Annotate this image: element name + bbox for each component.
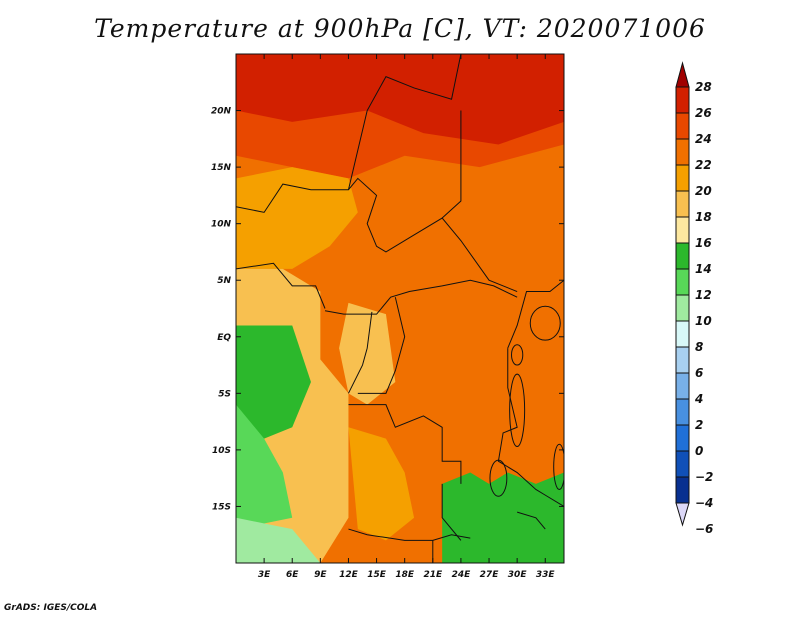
lake-3: [489, 459, 508, 497]
y-tick-label: 15N: [211, 163, 232, 173]
lake-4: [511, 344, 524, 366]
x-tick-label: 24E: [452, 570, 472, 580]
colorbar-label: 18: [695, 210, 712, 224]
colorbar-box: [675, 398, 690, 426]
colorbar-label: −4: [695, 496, 713, 510]
field-western-sahel: [236, 167, 358, 269]
country-border-10: [507, 279, 564, 349]
country-border-5: [357, 297, 406, 394]
colorbar-label: −6: [695, 522, 713, 536]
colorbar-label: 6: [695, 366, 703, 380]
colorbar-label: −2: [695, 470, 713, 484]
y-tick-label: 10S: [212, 446, 231, 456]
field-ocean: [236, 325, 311, 439]
field-sahara: [236, 54, 564, 145]
grads-credit: GrADS: IGES/COLA: [4, 603, 98, 613]
colorbar-label: 28: [695, 80, 712, 94]
y-tick-label: 5S: [218, 389, 231, 399]
country-border-13: [236, 262, 326, 309]
colorbar-box: [675, 320, 690, 348]
colorbar-box: [675, 112, 690, 140]
colorbar-box: [675, 424, 690, 452]
colorbar-box: [675, 164, 690, 192]
y-tick-label: 20N: [211, 107, 232, 117]
colorbar-top-arrow: [675, 61, 690, 88]
colorbar-box: [675, 138, 690, 166]
colorbar-box: [675, 86, 690, 114]
colorbar-box: [675, 242, 690, 270]
lake-1: [529, 305, 561, 341]
x-tick-label: 18E: [395, 570, 415, 580]
lake-2: [553, 443, 564, 490]
y-tick-label: 10N: [211, 220, 232, 230]
field-congo-west: [339, 302, 396, 405]
country-border-7: [348, 528, 471, 541]
colorbar-label: 22: [695, 158, 712, 172]
colorbar-box: [675, 372, 690, 400]
x-tick-label: 12E: [339, 570, 359, 580]
country-border-12: [516, 511, 546, 530]
colorbar-box: [675, 476, 690, 504]
country-border-1: [347, 54, 462, 190]
colorbar-box: [675, 294, 690, 322]
field-atlantic-south: [236, 517, 321, 563]
x-tick-label: 15E: [367, 570, 387, 580]
colorbar-label: 12: [695, 288, 712, 302]
colorbar-label: 8: [695, 340, 703, 354]
x-tick-label: 30E: [508, 570, 528, 580]
x-tick-label: 27E: [480, 570, 500, 580]
country-border-9: [441, 483, 462, 541]
country-border-6: [348, 404, 462, 484]
colorbar-label: 4: [694, 392, 703, 406]
country-border-11: [497, 348, 564, 507]
x-tick-label: 6E: [286, 570, 299, 580]
colorbar-box: [675, 268, 690, 296]
colorbar-label: 20: [695, 184, 712, 198]
colorbar-box: [675, 346, 690, 374]
chart-title: Temperature at 900hPa [C], VT: 202007100…: [94, 14, 706, 43]
colorbar-label: 16: [695, 236, 712, 250]
country-border-0: [236, 177, 518, 292]
lake-0: [509, 373, 526, 447]
colorbar-bottom-arrow: [675, 502, 690, 527]
colorbar-box: [675, 216, 690, 244]
plot-frame: [235, 53, 565, 564]
colorbar-label: 2: [695, 418, 703, 432]
colorbar-label: 26: [695, 106, 712, 120]
x-tick-label: 9E: [314, 570, 327, 580]
x-tick-label: 3E: [258, 570, 271, 580]
field-angola: [348, 427, 415, 541]
colorbar-label: 0: [695, 444, 703, 458]
x-tick-label: 33E: [536, 570, 556, 580]
field-atlantic: [236, 404, 293, 530]
country-border-4: [348, 311, 373, 394]
colorbar-box: [675, 450, 690, 478]
colorbar-label: 24: [695, 132, 712, 146]
y-tick-label: 5N: [217, 276, 231, 286]
x-tick-label: 21E: [423, 570, 443, 580]
field-zambia: [442, 472, 564, 563]
country-border-2: [441, 110, 462, 219]
colorbar-label: 10: [695, 314, 712, 328]
temperature-field: [236, 54, 564, 563]
country-border-3: [324, 279, 518, 315]
colorbar-label: 14: [695, 262, 712, 276]
y-tick-label: 15S: [212, 502, 231, 512]
colorbar-box: [675, 190, 690, 218]
y-tick-label: EQ: [217, 333, 231, 343]
